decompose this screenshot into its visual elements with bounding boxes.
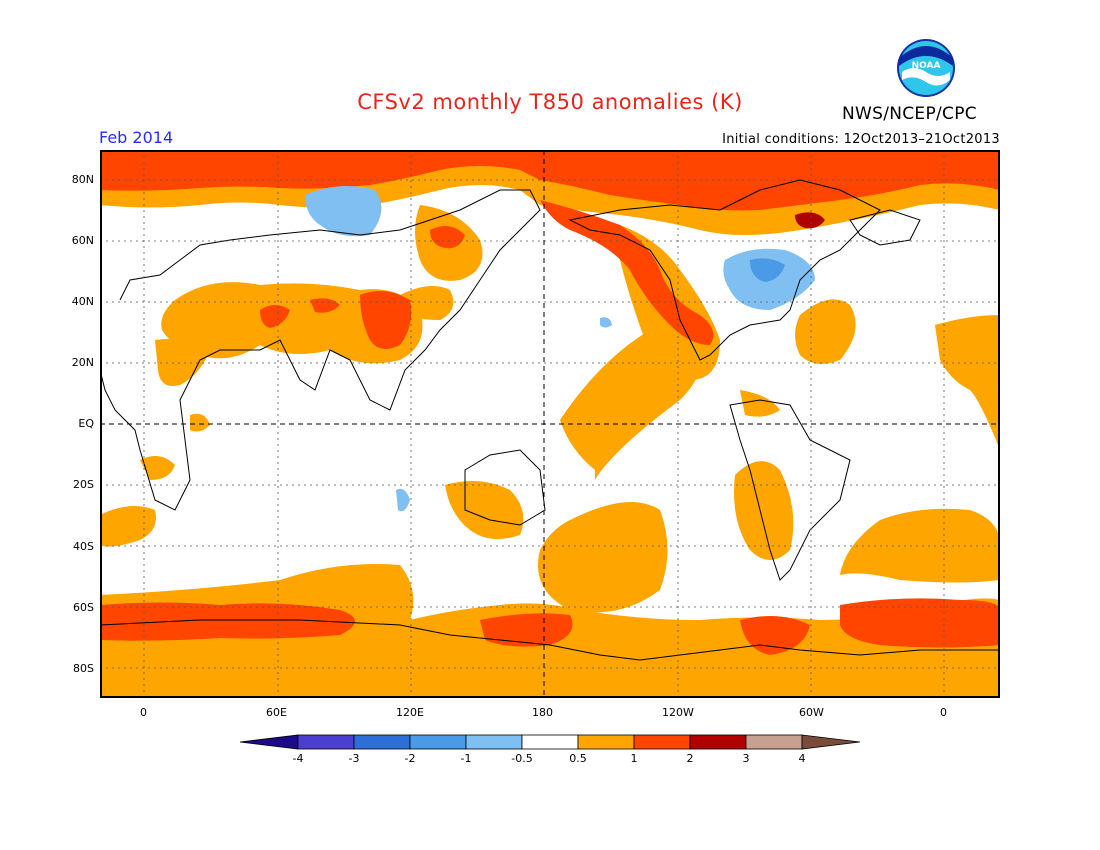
lat-label: EQ: [78, 417, 94, 430]
lat-label: 80N: [71, 173, 94, 186]
colorbar-label: 3: [742, 752, 750, 765]
colorbar-label: -2: [404, 752, 416, 765]
lon-label: 0: [940, 706, 947, 719]
continent-outlines: [100, 179, 1000, 661]
reference-lines: [100, 150, 1000, 698]
lon-label: 120W: [662, 706, 694, 719]
colorbar-label: 1: [630, 752, 638, 765]
agency-label: NWS/NCEP/CPC: [842, 104, 977, 124]
map-title: CFSv2 monthly T850 anomalies (K): [357, 90, 743, 114]
colorbar: [240, 734, 860, 750]
lat-label: 20S: [73, 478, 94, 491]
colorbar-label: 4: [798, 752, 806, 765]
lat-label: 40S: [73, 540, 94, 553]
valid-month: Feb 2014: [99, 128, 174, 147]
lon-label: 60W: [799, 706, 824, 719]
lon-label: 180: [532, 706, 553, 719]
lon-label: 120E: [396, 706, 424, 719]
svg-text:NOAA: NOAA: [912, 61, 941, 71]
lat-label: 20N: [71, 356, 94, 369]
lon-label: 60E: [266, 706, 287, 719]
colorbar-label: -1: [460, 752, 472, 765]
lon-label: 0: [140, 706, 147, 719]
colorbar-label: 0.5: [569, 752, 587, 765]
noaa-logo: NOAA: [897, 39, 955, 97]
anomaly-blue: [305, 186, 815, 512]
colorbar-label: -3: [348, 752, 360, 765]
initial-conditions: Initial conditions: 12Oct2013–21Oct2013: [722, 132, 1000, 147]
lat-label: 60S: [73, 601, 94, 614]
anomaly-darkred: [795, 212, 825, 229]
lat-label: 80S: [73, 662, 94, 675]
lat-label: 60N: [71, 234, 94, 247]
graticule: [100, 150, 1000, 698]
lat-label: 40N: [71, 295, 94, 308]
colorbar-label: -4: [292, 752, 304, 765]
anomaly-map: [100, 150, 1000, 698]
colorbar-label: 2: [686, 752, 694, 765]
colorbar-label: -0.5: [511, 752, 533, 765]
